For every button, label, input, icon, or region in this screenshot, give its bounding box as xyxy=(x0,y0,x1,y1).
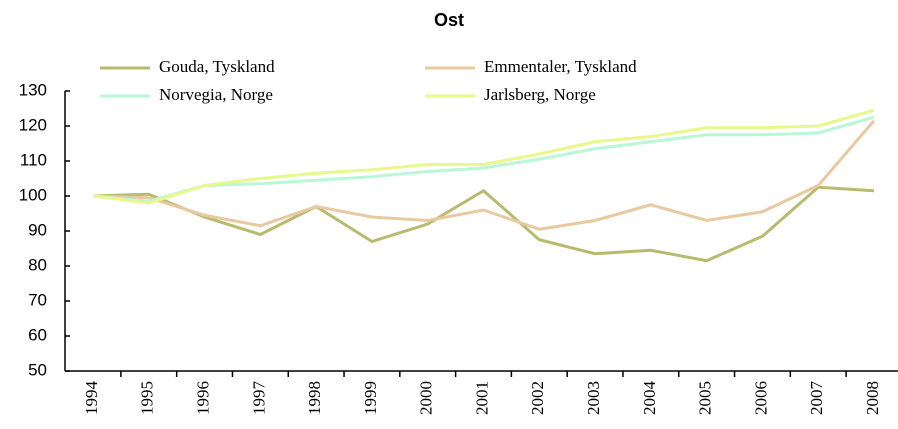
y-tick-label: 50 xyxy=(28,360,47,379)
series-line xyxy=(92,108,875,205)
series-line xyxy=(92,115,875,203)
x-tick-label: 1999 xyxy=(361,381,380,415)
y-tick-label: 100 xyxy=(19,185,47,204)
y-tick-label: 120 xyxy=(19,115,47,134)
y-tick-label: 110 xyxy=(20,150,47,169)
y-tick-label: 70 xyxy=(28,290,47,309)
legend-label: Norvegia, Norge xyxy=(159,85,273,104)
x-tick-label: 1995 xyxy=(138,381,157,415)
x-tick-label: 2003 xyxy=(584,381,603,415)
x-tick-label: 2004 xyxy=(640,381,659,416)
chart-title: Ost xyxy=(434,10,464,30)
x-tick-label: 2002 xyxy=(528,381,547,415)
legend-label: Emmentaler, Tyskland xyxy=(484,57,637,76)
y-tick-label: 90 xyxy=(28,220,47,239)
x-tick-label: 1997 xyxy=(249,381,268,416)
x-tick-label: 1998 xyxy=(305,381,324,415)
y-tick-label: 80 xyxy=(28,255,47,274)
x-tick-label: 2006 xyxy=(751,381,770,415)
legend-label: Jarlsberg, Norge xyxy=(484,85,596,104)
x-tick-label: 1996 xyxy=(193,381,212,415)
x-tick-label: 1994 xyxy=(82,381,101,416)
y-tick-label: 60 xyxy=(28,325,47,344)
legend-label: Gouda, Tyskland xyxy=(159,57,275,76)
x-tick-label: 2007 xyxy=(807,381,826,416)
x-tick-label: 2000 xyxy=(417,381,436,415)
x-tick-label: 2005 xyxy=(696,381,715,415)
x-tick-label: 2001 xyxy=(472,381,491,415)
series-line xyxy=(92,185,875,263)
series-line xyxy=(92,119,876,231)
y-tick-label: 130 xyxy=(19,80,47,99)
x-tick-label: 2008 xyxy=(863,381,882,415)
